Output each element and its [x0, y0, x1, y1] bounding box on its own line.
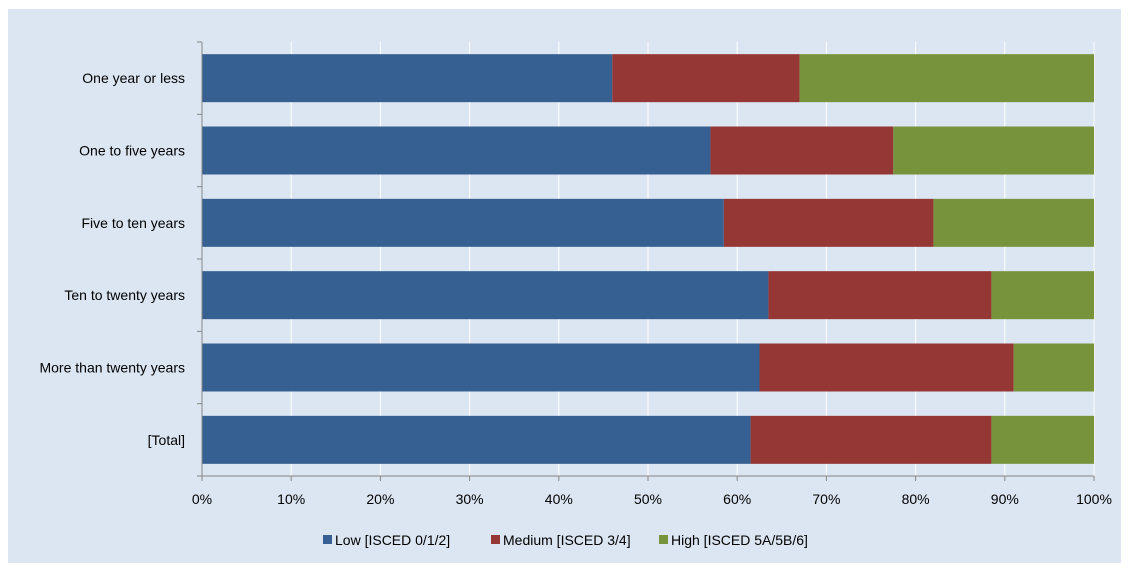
category-label: More than twenty years — [39, 360, 185, 376]
x-tick-labels: 0% 10% 20% 30% 40% 50% 60% 70% 80% 90% 100% — [192, 491, 1112, 507]
x-tick-label: 100% — [1076, 491, 1112, 507]
legend-label: High [ISCED 5A/5B/6] — [671, 532, 808, 548]
bar-segment-1-row-2 — [202, 126, 711, 175]
bars — [202, 54, 1094, 464]
category-label: Five to ten years — [82, 215, 186, 231]
bar-segment-1-row-3 — [202, 198, 724, 247]
bar-segment-1-row-1 — [202, 54, 613, 103]
axes — [197, 41, 1095, 481]
bar-segment-2-row-3 — [723, 198, 934, 247]
legend-swatch — [323, 535, 332, 544]
category-label: [Total] — [148, 432, 185, 448]
x-tick-label: 30% — [456, 491, 484, 507]
bar-segment-2-row-6 — [750, 415, 992, 464]
legend-swatch — [491, 535, 500, 544]
bar-segment-1-row-4 — [202, 271, 769, 320]
x-tick-label: 0% — [192, 491, 212, 507]
bar-segment-2-row-1 — [612, 54, 800, 103]
bar-segment-3-row-3 — [933, 198, 1094, 247]
x-tick-label: 80% — [902, 491, 930, 507]
bar-segment-2-row-2 — [710, 126, 894, 175]
bar-segment-1-row-6 — [202, 415, 751, 464]
x-tick-label: 20% — [366, 491, 394, 507]
bar-segment-3-row-4 — [991, 271, 1094, 320]
category-label: Ten to twenty years — [64, 287, 185, 303]
legend: Low [ISCED 0/1/2] Medium [ISCED 3/4] High … — [323, 532, 808, 548]
category-labels: One year or less One to five years Five to… — [39, 70, 185, 448]
x-tick-label: 70% — [812, 491, 840, 507]
bar-segment-3-row-5 — [1013, 343, 1094, 392]
x-tick-label: 90% — [991, 491, 1019, 507]
legend-label: Low [ISCED 0/1/2] — [335, 532, 450, 548]
x-tick-label: 60% — [723, 491, 751, 507]
x-tick-label: 10% — [277, 491, 305, 507]
bar-segment-3-row-6 — [991, 415, 1094, 464]
bar-segment-2-row-5 — [759, 343, 1014, 392]
bar-segment-3-row-2 — [893, 126, 1094, 175]
bar-segment-1-row-5 — [202, 343, 760, 392]
category-label: One year or less — [82, 70, 185, 86]
category-label: One to five years — [79, 143, 185, 159]
legend-label: Medium [ISCED 3/4] — [503, 532, 631, 548]
bar-segment-3-row-1 — [799, 54, 1094, 103]
legend-swatch — [659, 535, 668, 544]
bar-segment-2-row-4 — [768, 271, 992, 320]
gridlines — [290, 42, 1095, 476]
x-tick-label: 40% — [545, 491, 573, 507]
x-tick-label: 50% — [634, 491, 662, 507]
